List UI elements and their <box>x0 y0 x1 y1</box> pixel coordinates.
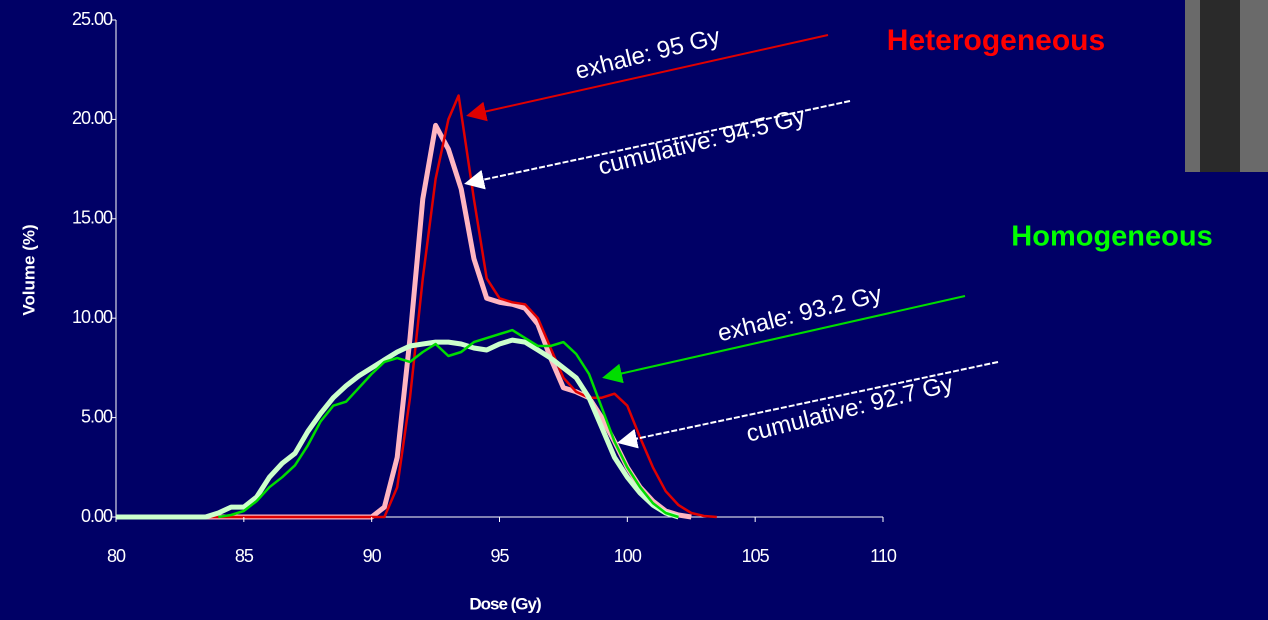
y-tick-label: 15.00 <box>72 208 113 228</box>
data-line <box>218 328 679 519</box>
y-axis-label: Volume (%) <box>19 224 38 315</box>
x-tick-label: 85 <box>235 546 254 566</box>
x-tick-label: 105 <box>742 546 770 566</box>
x-tick-label: 95 <box>490 546 509 566</box>
data-line <box>116 94 717 519</box>
annotation-arrow <box>464 100 851 190</box>
y-tick-label: 10.00 <box>72 307 113 327</box>
y-tick-label: 0.00 <box>81 506 113 526</box>
annotation-arrow <box>602 295 966 384</box>
x-axis-label: Dose (Gy) <box>469 594 541 613</box>
annotation-arrow <box>617 361 999 449</box>
x-tick-label: 90 <box>363 546 382 566</box>
ct-thumbnail-detail <box>1200 0 1240 172</box>
data-line <box>116 337 680 520</box>
x-tick-label: 80 <box>107 546 126 566</box>
y-tick-label: 5.00 <box>81 406 113 426</box>
y-tick-label: 20.00 <box>72 108 113 128</box>
x-tick-label: 110 <box>870 546 897 566</box>
x-tick-label: 100 <box>614 546 642 566</box>
annotation: Heterogeneous <box>887 24 1105 57</box>
y-tick-label: 25.00 <box>72 9 113 29</box>
annotation-arrow <box>466 34 829 122</box>
annotation: Homogeneous <box>1011 221 1212 253</box>
